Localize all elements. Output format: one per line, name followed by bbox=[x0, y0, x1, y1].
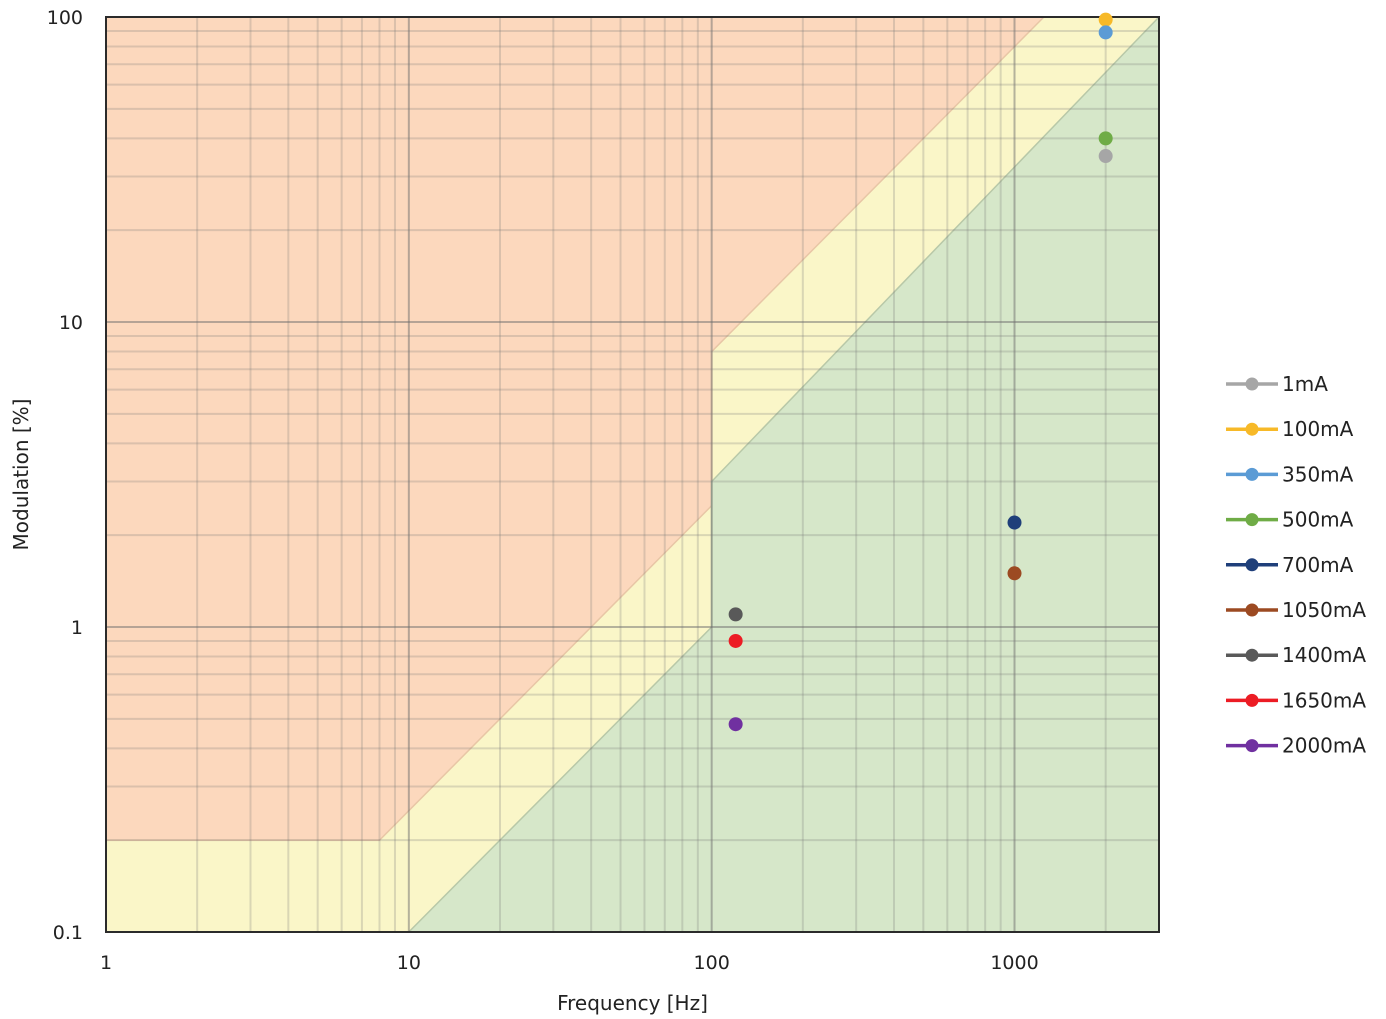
grid bbox=[106, 17, 1160, 932]
y-axis-label: Modulation [%] bbox=[9, 399, 33, 551]
legend-item-1650mA: 1650mA bbox=[1226, 688, 1366, 712]
x-tick-label: 100 bbox=[694, 952, 730, 974]
x-tick-label: 10 bbox=[397, 952, 421, 974]
legend-item-1050mA: 1050mA bbox=[1226, 598, 1366, 622]
legend-marker bbox=[1245, 693, 1259, 707]
legend-item-350mA: 350mA bbox=[1226, 462, 1354, 486]
y-tick-label: 10 bbox=[59, 312, 83, 334]
point-700mA bbox=[1007, 515, 1022, 530]
y-tick-label: 1 bbox=[71, 617, 83, 639]
legend-label: 100mA bbox=[1282, 417, 1354, 441]
y-tick-labels: 0.1 1 10 100 bbox=[47, 7, 83, 944]
legend-marker bbox=[1245, 377, 1259, 391]
point-1400mA bbox=[728, 607, 743, 622]
x-tick-label: 1 bbox=[100, 952, 112, 974]
legend-label: 1650mA bbox=[1282, 688, 1366, 712]
y-tick-label: 100 bbox=[47, 7, 83, 29]
legend-item-2000mA: 2000mA bbox=[1226, 734, 1366, 758]
legend-marker bbox=[1245, 467, 1259, 481]
plot-frame bbox=[105, 16, 1160, 933]
legend-marker bbox=[1245, 513, 1259, 527]
no-effect-region bbox=[408, 17, 1159, 932]
data-points bbox=[728, 12, 1113, 732]
legend-label: 700mA bbox=[1282, 553, 1354, 577]
point-2000mA bbox=[728, 717, 743, 732]
point-100mA bbox=[1098, 12, 1113, 27]
legend-label: 500mA bbox=[1282, 508, 1354, 532]
point-1mA bbox=[1098, 149, 1113, 164]
legend-label: 1400mA bbox=[1282, 643, 1366, 667]
low-risk-region bbox=[106, 17, 1159, 932]
legend-item-100mA: 100mA bbox=[1226, 417, 1354, 441]
x-tick-label: 1000 bbox=[990, 952, 1038, 974]
x-axis-label: Frequency [Hz] bbox=[557, 991, 708, 1015]
point-1050mA bbox=[1007, 566, 1022, 581]
legend-marker bbox=[1245, 603, 1259, 617]
legend: 1mA 100mA 350mA 500mA 700mA 1050mA 1400mA 1650m… bbox=[1226, 372, 1366, 758]
point-500mA bbox=[1098, 131, 1113, 146]
legend-marker bbox=[1245, 422, 1259, 436]
legend-item-700mA: 700mA bbox=[1226, 553, 1354, 577]
point-1650mA bbox=[728, 633, 743, 648]
legend-marker bbox=[1245, 648, 1259, 662]
legend-label: 1mA bbox=[1282, 372, 1328, 396]
x-tick-labels: 1 10 100 1000 bbox=[100, 952, 1039, 974]
legend-label: 350mA bbox=[1282, 462, 1354, 486]
legend-item-500mA: 500mA bbox=[1226, 508, 1354, 532]
y-tick-label: 0.1 bbox=[53, 922, 83, 944]
plot-regions bbox=[106, 16, 1160, 933]
legend-marker bbox=[1245, 558, 1259, 572]
legend-label: 1050mA bbox=[1282, 598, 1366, 622]
legend-item-1400mA: 1400mA bbox=[1226, 643, 1366, 667]
point-350mA bbox=[1098, 25, 1113, 40]
high-risk-region bbox=[106, 17, 1044, 841]
legend-label: 2000mA bbox=[1282, 734, 1366, 758]
legend-item-1mA: 1mA bbox=[1226, 372, 1328, 396]
legend-marker bbox=[1245, 739, 1259, 753]
